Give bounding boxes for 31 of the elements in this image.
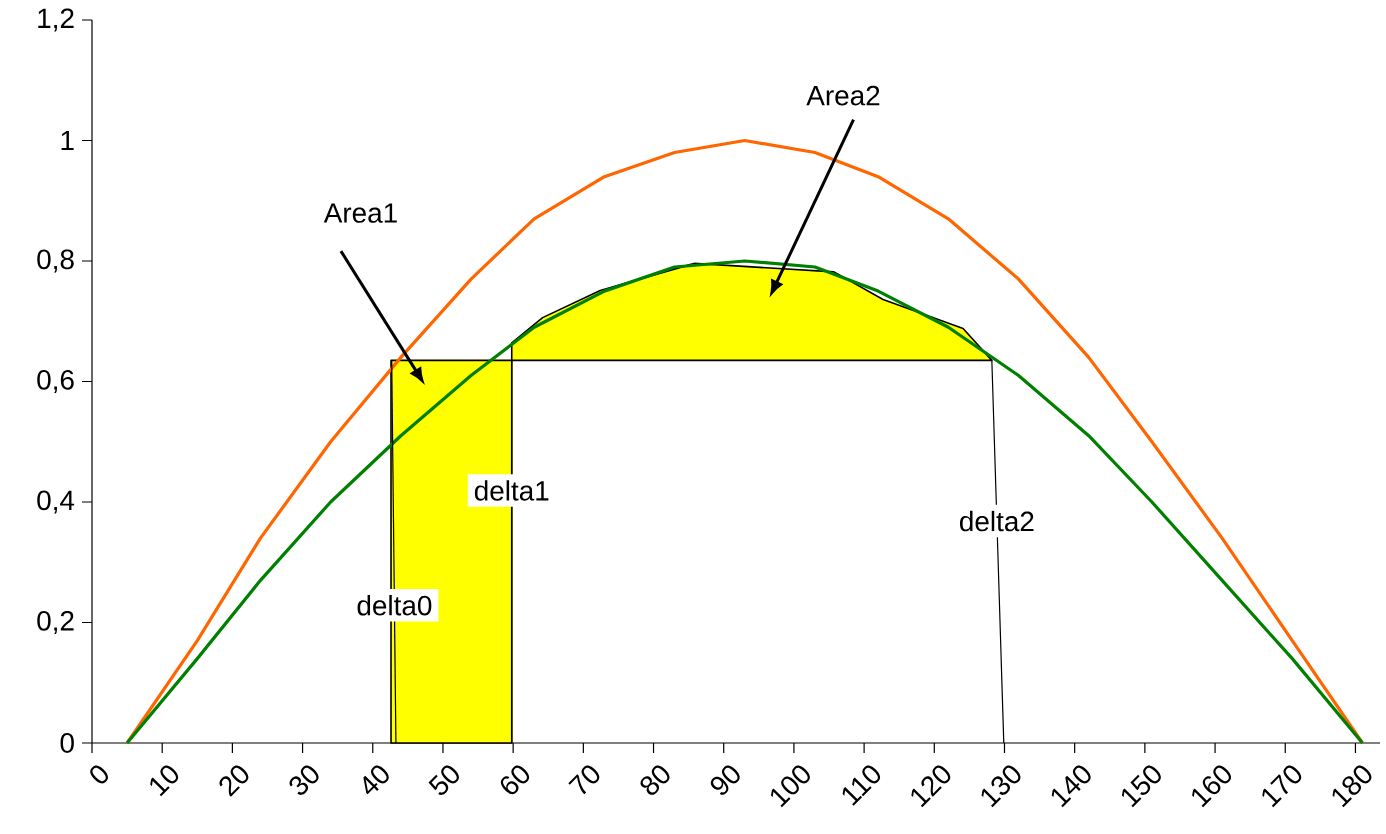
x-tick-label: 70	[568, 765, 600, 795]
x-tick-label: 20	[219, 765, 249, 797]
x-tick-label: 160	[1192, 765, 1232, 808]
y-tick-label: 0,8	[37, 249, 74, 273]
annotation: Area1	[323, 203, 397, 223]
y-tick-label: 1,2	[38, 8, 74, 32]
x-tick-label: 50	[428, 765, 459, 795]
y-tick-label: 0	[60, 733, 74, 753]
x-tick-label: 150	[1121, 765, 1161, 808]
x-tick-label: 60	[500, 765, 530, 795]
x-tick-label: 30	[289, 765, 319, 795]
y-tick-label: 0,6	[37, 369, 74, 394]
x-tick-label: 100	[770, 765, 810, 808]
x-tick-label: 170	[1262, 765, 1302, 808]
x-tick-label: 110	[842, 765, 881, 806]
series-label: delta1	[474, 480, 549, 501]
x-tick-label: 0	[90, 765, 108, 784]
y-tick-label: 0,2	[37, 610, 74, 635]
y-tick-label: 0,4	[37, 490, 75, 514]
series-label: delta0	[357, 595, 432, 616]
x-tick-label: 180	[1332, 765, 1372, 808]
x-tick-label: 130	[981, 765, 1021, 808]
x-tick-label: 40	[363, 765, 389, 795]
x-tick-label: 120	[911, 765, 951, 808]
x-tick-label: 90	[710, 765, 740, 795]
x-tick-label: 80	[640, 765, 670, 795]
series-label: delta2	[960, 510, 1034, 532]
x-tick-label: 10	[150, 765, 179, 797]
annotation: Area2	[806, 85, 880, 106]
x-tick-label: 140	[1051, 765, 1091, 808]
y-tick-label: 1	[61, 130, 74, 151]
